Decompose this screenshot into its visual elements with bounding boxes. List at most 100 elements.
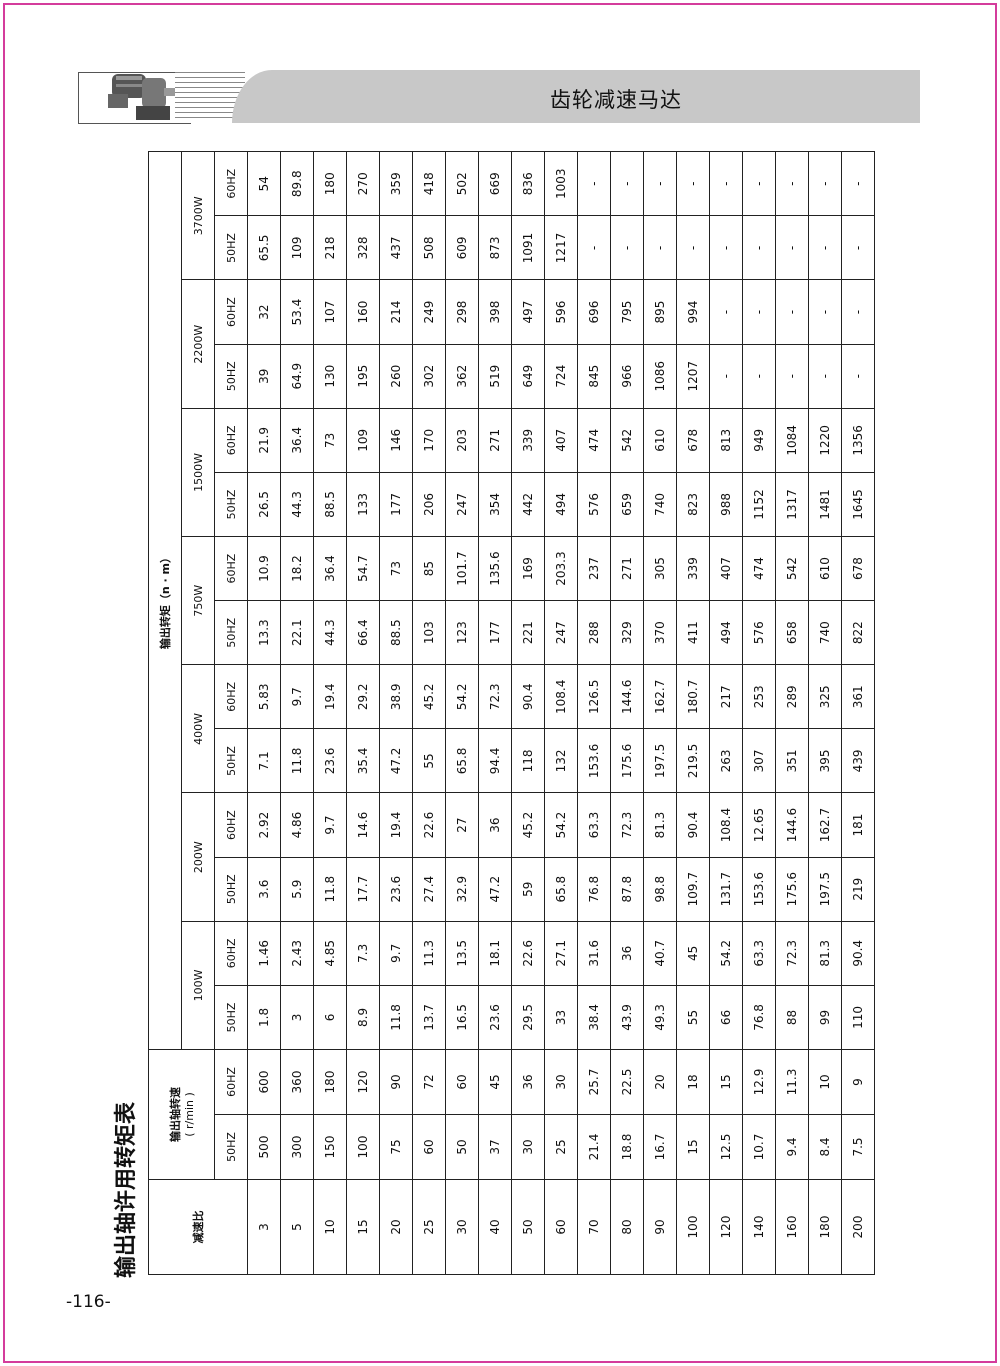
value-cell: -: [742, 151, 776, 216]
value-cell: 150: [313, 1114, 347, 1180]
value-cell: 63.3: [577, 793, 611, 858]
value-cell: 175.6: [610, 728, 644, 793]
value-cell: 131.7: [709, 857, 743, 922]
value-cell: 90.4: [841, 921, 875, 986]
value-cell: 219: [841, 857, 875, 922]
value-cell: 678: [676, 408, 710, 473]
ratio-cell: 160: [775, 1179, 809, 1275]
value-cell: 494: [544, 472, 578, 537]
value-cell: 38.4: [577, 985, 611, 1050]
table-row: 80 18.8 22.5 43.9 36 87.8 72.3 175.6 144.6 329 271…: [610, 151, 644, 1275]
value-cell: 19.4: [313, 664, 347, 729]
table-row: 20 75 90 11.8 9.7 23.6 19.4 47.2 38.9 88.5 73 177 14…: [379, 151, 413, 1275]
value-cell: 40.7: [643, 921, 677, 986]
value-cell: 45.2: [412, 664, 446, 729]
value-cell: 53.4: [280, 280, 314, 345]
value-cell: 49.3: [643, 985, 677, 1050]
page-title: 输出轴许用转矩表: [114, 1101, 139, 1278]
value-cell: 307: [742, 728, 776, 793]
value-cell: 126.5: [577, 664, 611, 729]
value-cell: 237: [577, 536, 611, 601]
value-cell: 65.8: [544, 857, 578, 922]
freq-header: 60HZ: [214, 793, 248, 858]
value-cell: -: [676, 215, 710, 280]
value-cell: 214: [379, 280, 413, 345]
table-row: 50 30 36 29.5 22.6 59 45.2 118 90.4 221 169 442 339 6…: [511, 151, 545, 1275]
value-cell: 610: [808, 536, 842, 601]
table-row: 100 15 18 55 45 109.7 90.4 219.5 180.7 411 339 823 6…: [676, 151, 710, 1275]
value-cell: 474: [742, 536, 776, 601]
value-cell: 101.7: [445, 536, 479, 601]
value-cell: 12.9: [742, 1049, 776, 1115]
value-cell: 740: [643, 472, 677, 537]
value-cell: 600: [247, 1049, 281, 1115]
value-cell: 16.5: [445, 985, 479, 1050]
ratio-header: 减速比: [148, 1179, 248, 1275]
value-cell: 823: [676, 472, 710, 537]
value-cell: 110: [841, 985, 875, 1050]
value-cell: 36: [511, 1049, 545, 1115]
value-cell: 10: [808, 1049, 842, 1115]
power-header: 2200W: [181, 280, 215, 409]
value-cell: 494: [709, 600, 743, 665]
value-cell: 65.8: [445, 728, 479, 793]
value-cell: 44.3: [280, 472, 314, 537]
value-cell: 103: [412, 600, 446, 665]
value-cell: 25.7: [577, 1049, 611, 1115]
ratio-cell: 70: [577, 1179, 611, 1275]
value-cell: 135.6: [478, 536, 512, 601]
ratio-cell: 140: [742, 1179, 776, 1275]
value-cell: 576: [742, 600, 776, 665]
value-cell: 146: [379, 408, 413, 473]
value-cell: 72: [412, 1049, 446, 1115]
value-cell: -: [775, 344, 809, 409]
freq-header: 60HZ: [214, 151, 248, 216]
ratio-cell: 90: [643, 1179, 677, 1275]
value-cell: 895: [643, 280, 677, 345]
table-row: 160 9.4 11.3 88 72.3 175.6 144.6 351 289 658 542 13…: [775, 151, 809, 1275]
value-cell: 22.6: [412, 793, 446, 858]
value-cell: 65.5: [247, 215, 281, 280]
value-cell: 219.5: [676, 728, 710, 793]
value-cell: 9: [841, 1049, 875, 1115]
value-cell: 270: [346, 151, 380, 216]
value-cell: -: [808, 151, 842, 216]
value-cell: 329: [610, 600, 644, 665]
value-cell: 1317: [775, 472, 809, 537]
value-cell: 289: [775, 664, 809, 729]
value-cell: 29.5: [511, 985, 545, 1050]
value-cell: 75: [379, 1114, 413, 1180]
ratio-cell: 15: [346, 1179, 380, 1275]
value-cell: 203: [445, 408, 479, 473]
value-cell: 17.7: [346, 857, 380, 922]
value-cell: 23.6: [313, 728, 347, 793]
value-cell: 696: [577, 280, 611, 345]
value-cell: 160: [346, 280, 380, 345]
value-cell: 120: [346, 1049, 380, 1115]
speed-header: 输出轴转速 ( r/min ): [148, 1049, 215, 1180]
value-cell: -: [709, 344, 743, 409]
value-cell: 1645: [841, 472, 875, 537]
value-cell: 169: [511, 536, 545, 601]
value-cell: 12.5: [709, 1114, 743, 1180]
value-cell: 474: [577, 408, 611, 473]
value-cell: 31.6: [577, 921, 611, 986]
value-cell: 795: [610, 280, 644, 345]
value-cell: 72.3: [775, 921, 809, 986]
freq-header: 50HZ: [214, 857, 248, 922]
value-cell: -: [742, 215, 776, 280]
table-row: 30 50 60 16.5 13.5 32.9 27 65.8 54.2 123 101.7 247 2…: [445, 151, 479, 1275]
value-cell: 724: [544, 344, 578, 409]
value-cell: -: [775, 215, 809, 280]
value-cell: 175.6: [775, 857, 809, 922]
value-cell: 21.4: [577, 1114, 611, 1180]
value-cell: 73: [313, 408, 347, 473]
value-cell: -: [577, 215, 611, 280]
value-cell: 260: [379, 344, 413, 409]
value-cell: 88: [775, 985, 809, 1050]
value-cell: 1220: [808, 408, 842, 473]
value-cell: 271: [610, 536, 644, 601]
value-cell: 89.8: [280, 151, 314, 216]
value-cell: 20: [643, 1049, 677, 1115]
value-cell: 203.3: [544, 536, 578, 601]
